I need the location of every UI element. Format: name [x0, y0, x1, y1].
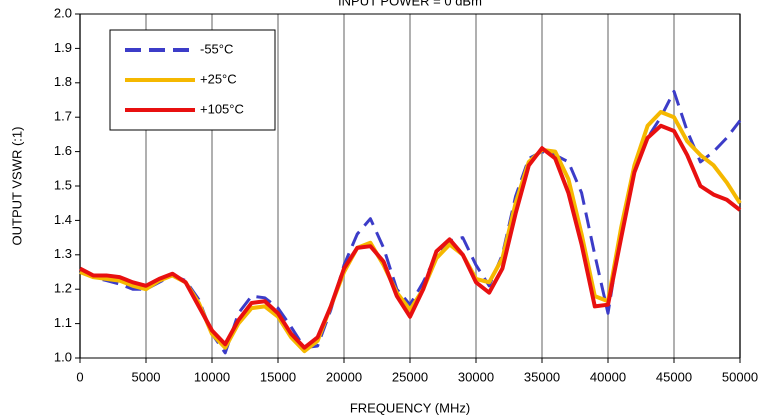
- y-tick-label: 1.5: [54, 177, 72, 192]
- x-tick-label: 5000: [132, 369, 161, 384]
- y-tick-label: 1.0: [54, 349, 72, 364]
- x-tick-label: 20000: [326, 369, 362, 384]
- legend-label: +25°C: [200, 71, 237, 86]
- x-tick-label: 0: [76, 369, 83, 384]
- x-tick-label: 40000: [590, 369, 626, 384]
- y-axis-label: OUTPUT VSWR (:1): [9, 127, 24, 246]
- y-tick-label: 1.9: [54, 40, 72, 55]
- y-tick-label: 1.7: [54, 109, 72, 124]
- x-tick-label: 35000: [524, 369, 560, 384]
- x-tick-label: 30000: [458, 369, 494, 384]
- y-tick-label: 1.3: [54, 246, 72, 261]
- y-tick-label: 1.4: [54, 212, 72, 227]
- series-line: [79, 123, 742, 350]
- chart-title: INPUT POWER = 0 dBm: [338, 0, 482, 8]
- x-tick-label: 45000: [656, 369, 692, 384]
- y-tick-label: 1.6: [54, 143, 72, 158]
- plot-frame: [79, 13, 741, 359]
- legend-label: +105°C: [200, 101, 244, 116]
- y-tick-label: 1.2: [54, 281, 72, 296]
- x-tick-label: 15000: [260, 369, 296, 384]
- x-axis-label: FREQUENCY (MHz): [350, 400, 470, 415]
- y-tick-label: 1.8: [54, 74, 72, 89]
- x-tick-label: 25000: [392, 369, 428, 384]
- x-tick-label: 50000: [722, 369, 758, 384]
- legend-label: -55°C: [200, 41, 233, 56]
- x-tick-label: 10000: [194, 369, 230, 384]
- y-tick-label: 1.1: [54, 315, 72, 330]
- y-tick-label: 2.0: [54, 5, 72, 20]
